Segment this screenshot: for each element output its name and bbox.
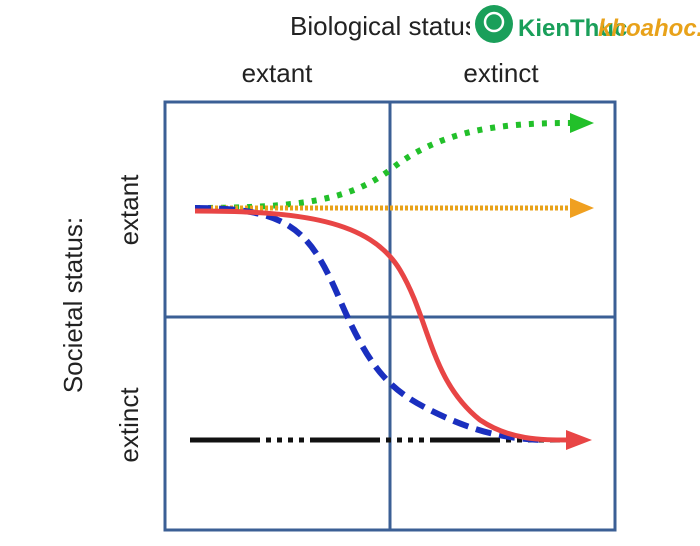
- watermark-brand: KienThuc: [518, 15, 627, 42]
- red-curve: [194, 208, 571, 443]
- watermark-site: khoahoc.vn: [598, 15, 700, 42]
- row-label: extinct: [114, 387, 144, 463]
- arrowhead: [570, 113, 594, 133]
- row-axis-label: Societal status:: [58, 217, 88, 393]
- green-curve: [194, 120, 571, 211]
- blue-curve: [194, 205, 541, 443]
- column-label: extant: [242, 58, 314, 88]
- column-label: extinct: [463, 58, 539, 88]
- arrowhead: [570, 198, 594, 218]
- curves: [190, 113, 594, 450]
- grid: [163, 100, 617, 532]
- title: Biological status:: [290, 11, 485, 41]
- watermark: KienThuc khoahoc.vn: [470, 2, 700, 48]
- arrowhead: [566, 430, 592, 450]
- row-label: extant: [114, 174, 144, 246]
